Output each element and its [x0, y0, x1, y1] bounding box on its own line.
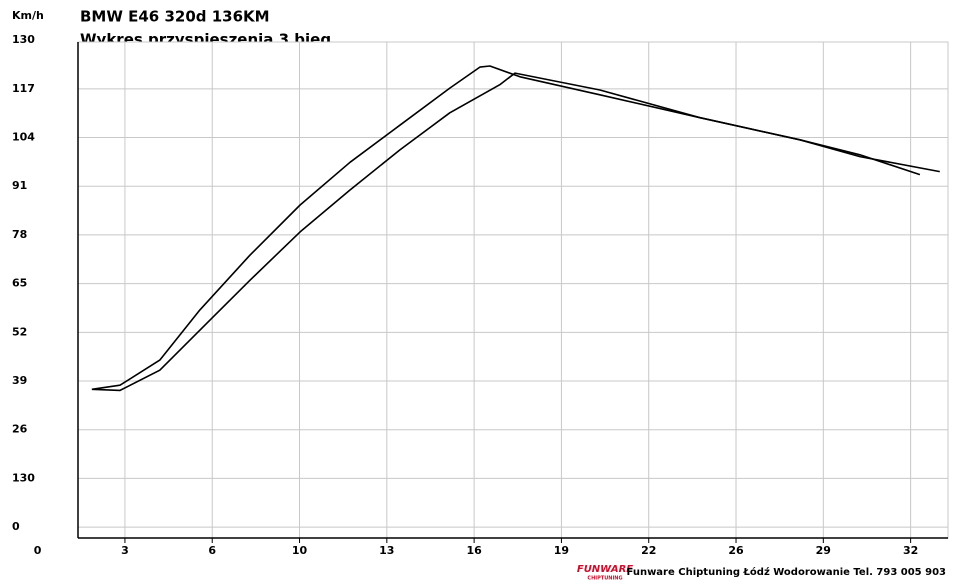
y-tick-label: 130 — [12, 33, 35, 46]
y-tick-label: 26 — [12, 423, 28, 436]
footer: Funware Chiptuning Łódź Wodorowanie Tel.… — [627, 566, 947, 578]
line-series — [91, 72, 940, 392]
x-tick-label: 0 — [34, 544, 42, 557]
y-tick-label: 117 — [12, 82, 35, 95]
footer-logo-name: FUNWARE — [577, 564, 633, 575]
x-tick-label: 29 — [816, 544, 831, 557]
chart-title: BMW E46 320d 136KM — [80, 8, 270, 26]
y-tick-label: 0 — [12, 520, 20, 533]
y-tick-label: 65 — [12, 277, 27, 290]
y-tick-label: 91 — [12, 179, 27, 192]
y-tick-label: 104 — [12, 131, 35, 144]
x-tick-label: 19 — [554, 544, 569, 557]
x-tick-label: 22 — [641, 544, 656, 557]
x-tick-label: 13 — [379, 544, 394, 557]
x-tick-label: 16 — [466, 544, 482, 557]
x-tick-label: 32 — [903, 544, 918, 557]
y-tick-label: 78 — [12, 228, 27, 241]
footer-logo-tagline: CHIPTUNING — [587, 576, 622, 582]
y-tick-label: 52 — [12, 325, 27, 338]
x-tick-label: 6 — [208, 544, 216, 557]
y-axis-label: Km/h — [12, 9, 44, 22]
y-tick-label: 130 — [12, 471, 35, 484]
x-tick-label: 10 — [292, 544, 308, 557]
y-tick-label: 39 — [12, 374, 27, 387]
plot-area — [77, 41, 949, 539]
x-tick-label: 3 — [121, 544, 129, 557]
x-tick-label: 26 — [728, 544, 744, 557]
